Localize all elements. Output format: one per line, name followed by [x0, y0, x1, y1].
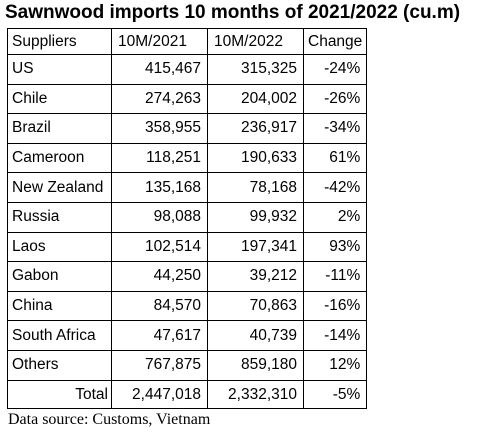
value-2021-cell: 44,250: [111, 261, 208, 292]
total-label: Total: [7, 379, 112, 409]
value-2021-cell: 274,263: [111, 83, 208, 115]
supplier-cell: South Africa: [7, 320, 112, 351]
value-2022-cell: 204,002: [207, 83, 304, 115]
value-2022-cell: 315,325: [207, 54, 304, 85]
value-2022-cell: 99,932: [207, 201, 304, 233]
value-2021-cell: 98,088: [111, 201, 208, 233]
supplier-cell: Laos: [7, 231, 112, 263]
change-cell: 61%: [302, 142, 368, 174]
supplier-cell: Chile: [7, 83, 112, 115]
value-2021-cell: 767,875: [111, 349, 208, 381]
table-row: Gabon 44,250 39,212 -11%: [7, 261, 368, 292]
supplier-cell: China: [7, 290, 112, 322]
change-cell: 12%: [302, 349, 368, 381]
supplier-cell: US: [7, 54, 112, 85]
change-cell: 93%: [302, 231, 368, 263]
change-cell: -16%: [302, 290, 368, 322]
table-total-row: Total 2,447,018 2,332,310 -5%: [7, 379, 368, 409]
change-cell: -26%: [302, 83, 368, 115]
supplier-cell: Gabon: [7, 261, 112, 292]
change-cell: 2%: [302, 201, 368, 233]
change-cell: -24%: [302, 54, 368, 85]
supplier-cell: Russia: [7, 201, 112, 233]
value-2021-cell: 102,514: [111, 231, 208, 263]
table-row: Brazil 358,955 236,917 -34%: [7, 113, 368, 144]
table-row: US 415,467 315,325 -24%: [7, 54, 368, 85]
table-row: Chile 274,263 204,002 -26%: [7, 83, 368, 115]
table-row: Others 767,875 859,180 12%: [7, 349, 368, 381]
value-2022-cell: 39,212: [207, 261, 304, 292]
data-source-note: Data source: Customs, Vietnam: [8, 411, 211, 428]
supplier-cell: Others: [7, 349, 112, 381]
change-cell: -14%: [302, 320, 368, 351]
header-10m-2021: 10M/2021: [111, 28, 208, 55]
sawnwood-imports-table: Suppliers 10M/2021 10M/2022 Change US 415…: [7, 28, 368, 409]
table-row: New Zealand 135,168 78,168 -42%: [7, 172, 368, 203]
header-10m-2022: 10M/2022: [207, 28, 304, 55]
total-change-cell: -5%: [302, 379, 368, 409]
value-2021-cell: 415,467: [111, 54, 208, 85]
change-cell: -11%: [302, 261, 368, 292]
supplier-cell: New Zealand: [7, 172, 112, 203]
value-2022-cell: 859,180: [207, 349, 304, 381]
value-2022-cell: 78,168: [207, 172, 304, 203]
supplier-cell: Cameroon: [7, 142, 112, 174]
change-cell: -34%: [302, 113, 368, 144]
value-2022-cell: 40,739: [207, 320, 304, 351]
value-2022-cell: 70,863: [207, 290, 304, 322]
value-2022-cell: 236,917: [207, 113, 304, 144]
table-row: Russia 98,088 99,932 2%: [7, 201, 368, 233]
value-2021-cell: 84,570: [111, 290, 208, 322]
supplier-cell: Brazil: [7, 113, 112, 144]
table-title: Sawnwood imports 10 months of 2021/2022 …: [5, 2, 461, 23]
header-suppliers: Suppliers: [7, 28, 112, 55]
header-change: Change: [302, 28, 368, 55]
total-2022-cell: 2,332,310: [207, 379, 304, 409]
table-row: Cameroon 118,251 190,633 61%: [7, 142, 368, 174]
value-2021-cell: 47,617: [111, 320, 208, 351]
table-row: China 84,570 70,863 -16%: [7, 290, 368, 322]
total-2021-cell: 2,447,018: [111, 379, 208, 409]
change-cell: -42%: [302, 172, 368, 203]
value-2021-cell: 135,168: [111, 172, 208, 203]
table-row: Laos 102,514 197,341 93%: [7, 231, 368, 263]
value-2021-cell: 358,955: [111, 113, 208, 144]
table-header-row: Suppliers 10M/2021 10M/2022 Change: [7, 28, 368, 55]
value-2022-cell: 190,633: [207, 142, 304, 174]
value-2021-cell: 118,251: [111, 142, 208, 174]
table-row: South Africa 47,617 40,739 -14%: [7, 320, 368, 351]
value-2022-cell: 197,341: [207, 231, 304, 263]
